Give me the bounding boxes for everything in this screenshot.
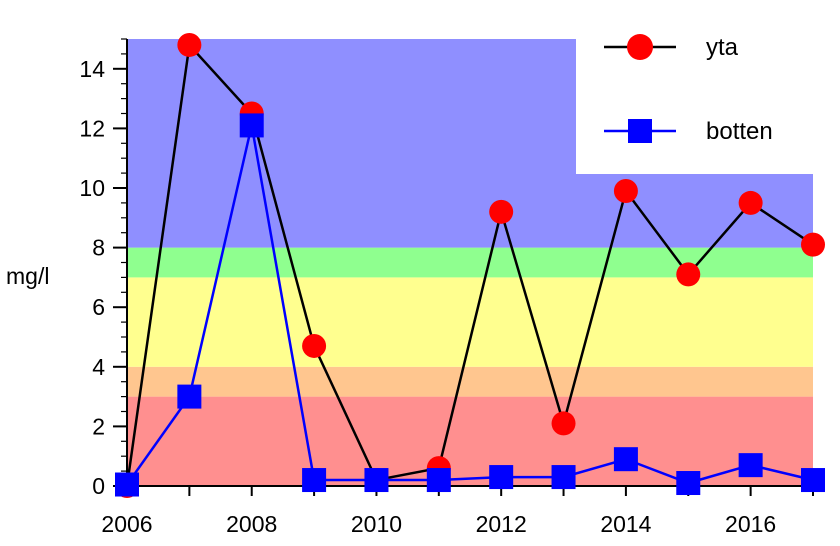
point-yta bbox=[551, 411, 576, 436]
threshold-bands bbox=[127, 39, 813, 486]
point-botten bbox=[426, 468, 451, 493]
point-botten bbox=[551, 465, 576, 490]
legend-label-yta: yta bbox=[706, 34, 739, 61]
series-line-yta bbox=[125, 42, 814, 487]
point-botten bbox=[489, 465, 514, 490]
band-bad bbox=[127, 396, 813, 486]
x-tick-label: 2008 bbox=[226, 511, 277, 537]
point-yta bbox=[613, 178, 638, 203]
point-yta bbox=[302, 333, 327, 358]
point-yta bbox=[489, 199, 514, 224]
point-botten bbox=[115, 472, 139, 497]
axes: 0 2 4 6 8 10 12 14 2006 2008 2010 2012 2014 2016 bbox=[79, 38, 814, 537]
y-tick-label: 2 bbox=[92, 413, 105, 439]
point-botten bbox=[801, 468, 825, 493]
band-moderate bbox=[127, 277, 813, 367]
legend: yta botten bbox=[604, 34, 773, 145]
legend-marker-botten bbox=[628, 119, 652, 143]
band-good bbox=[127, 247, 813, 278]
point-botten bbox=[239, 113, 264, 138]
point-botten bbox=[364, 468, 389, 493]
point-botten bbox=[177, 384, 202, 409]
point-yta bbox=[177, 32, 202, 57]
y-tick-label: 0 bbox=[92, 473, 105, 499]
y-axis-title: mg/l bbox=[6, 263, 49, 289]
legend-marker-yta bbox=[627, 34, 653, 60]
point-botten bbox=[613, 447, 638, 472]
point-yta bbox=[676, 262, 701, 287]
x-tick-label: 2010 bbox=[351, 511, 402, 537]
series-layer bbox=[115, 32, 825, 498]
point-botten bbox=[738, 453, 763, 478]
x-tick-label: 2006 bbox=[101, 511, 152, 537]
legend-label-botten: botten bbox=[706, 118, 773, 145]
x-tick-label: 2012 bbox=[476, 511, 527, 537]
band-poor bbox=[127, 366, 813, 397]
y-tick-label: 6 bbox=[92, 294, 105, 320]
point-yta bbox=[738, 190, 763, 215]
point-botten bbox=[676, 471, 701, 496]
y-tick-label: 10 bbox=[79, 175, 105, 201]
y-tick-label: 4 bbox=[92, 354, 105, 380]
legend-background bbox=[576, 0, 840, 174]
y-tick-label: 8 bbox=[92, 235, 105, 261]
y-tick-label: 12 bbox=[79, 115, 105, 141]
point-botten bbox=[302, 468, 327, 493]
x-tick-label: 2014 bbox=[600, 511, 651, 537]
x-tick-label: 2016 bbox=[725, 511, 776, 537]
y-tick-label: 14 bbox=[79, 56, 105, 82]
point-yta bbox=[801, 232, 825, 257]
